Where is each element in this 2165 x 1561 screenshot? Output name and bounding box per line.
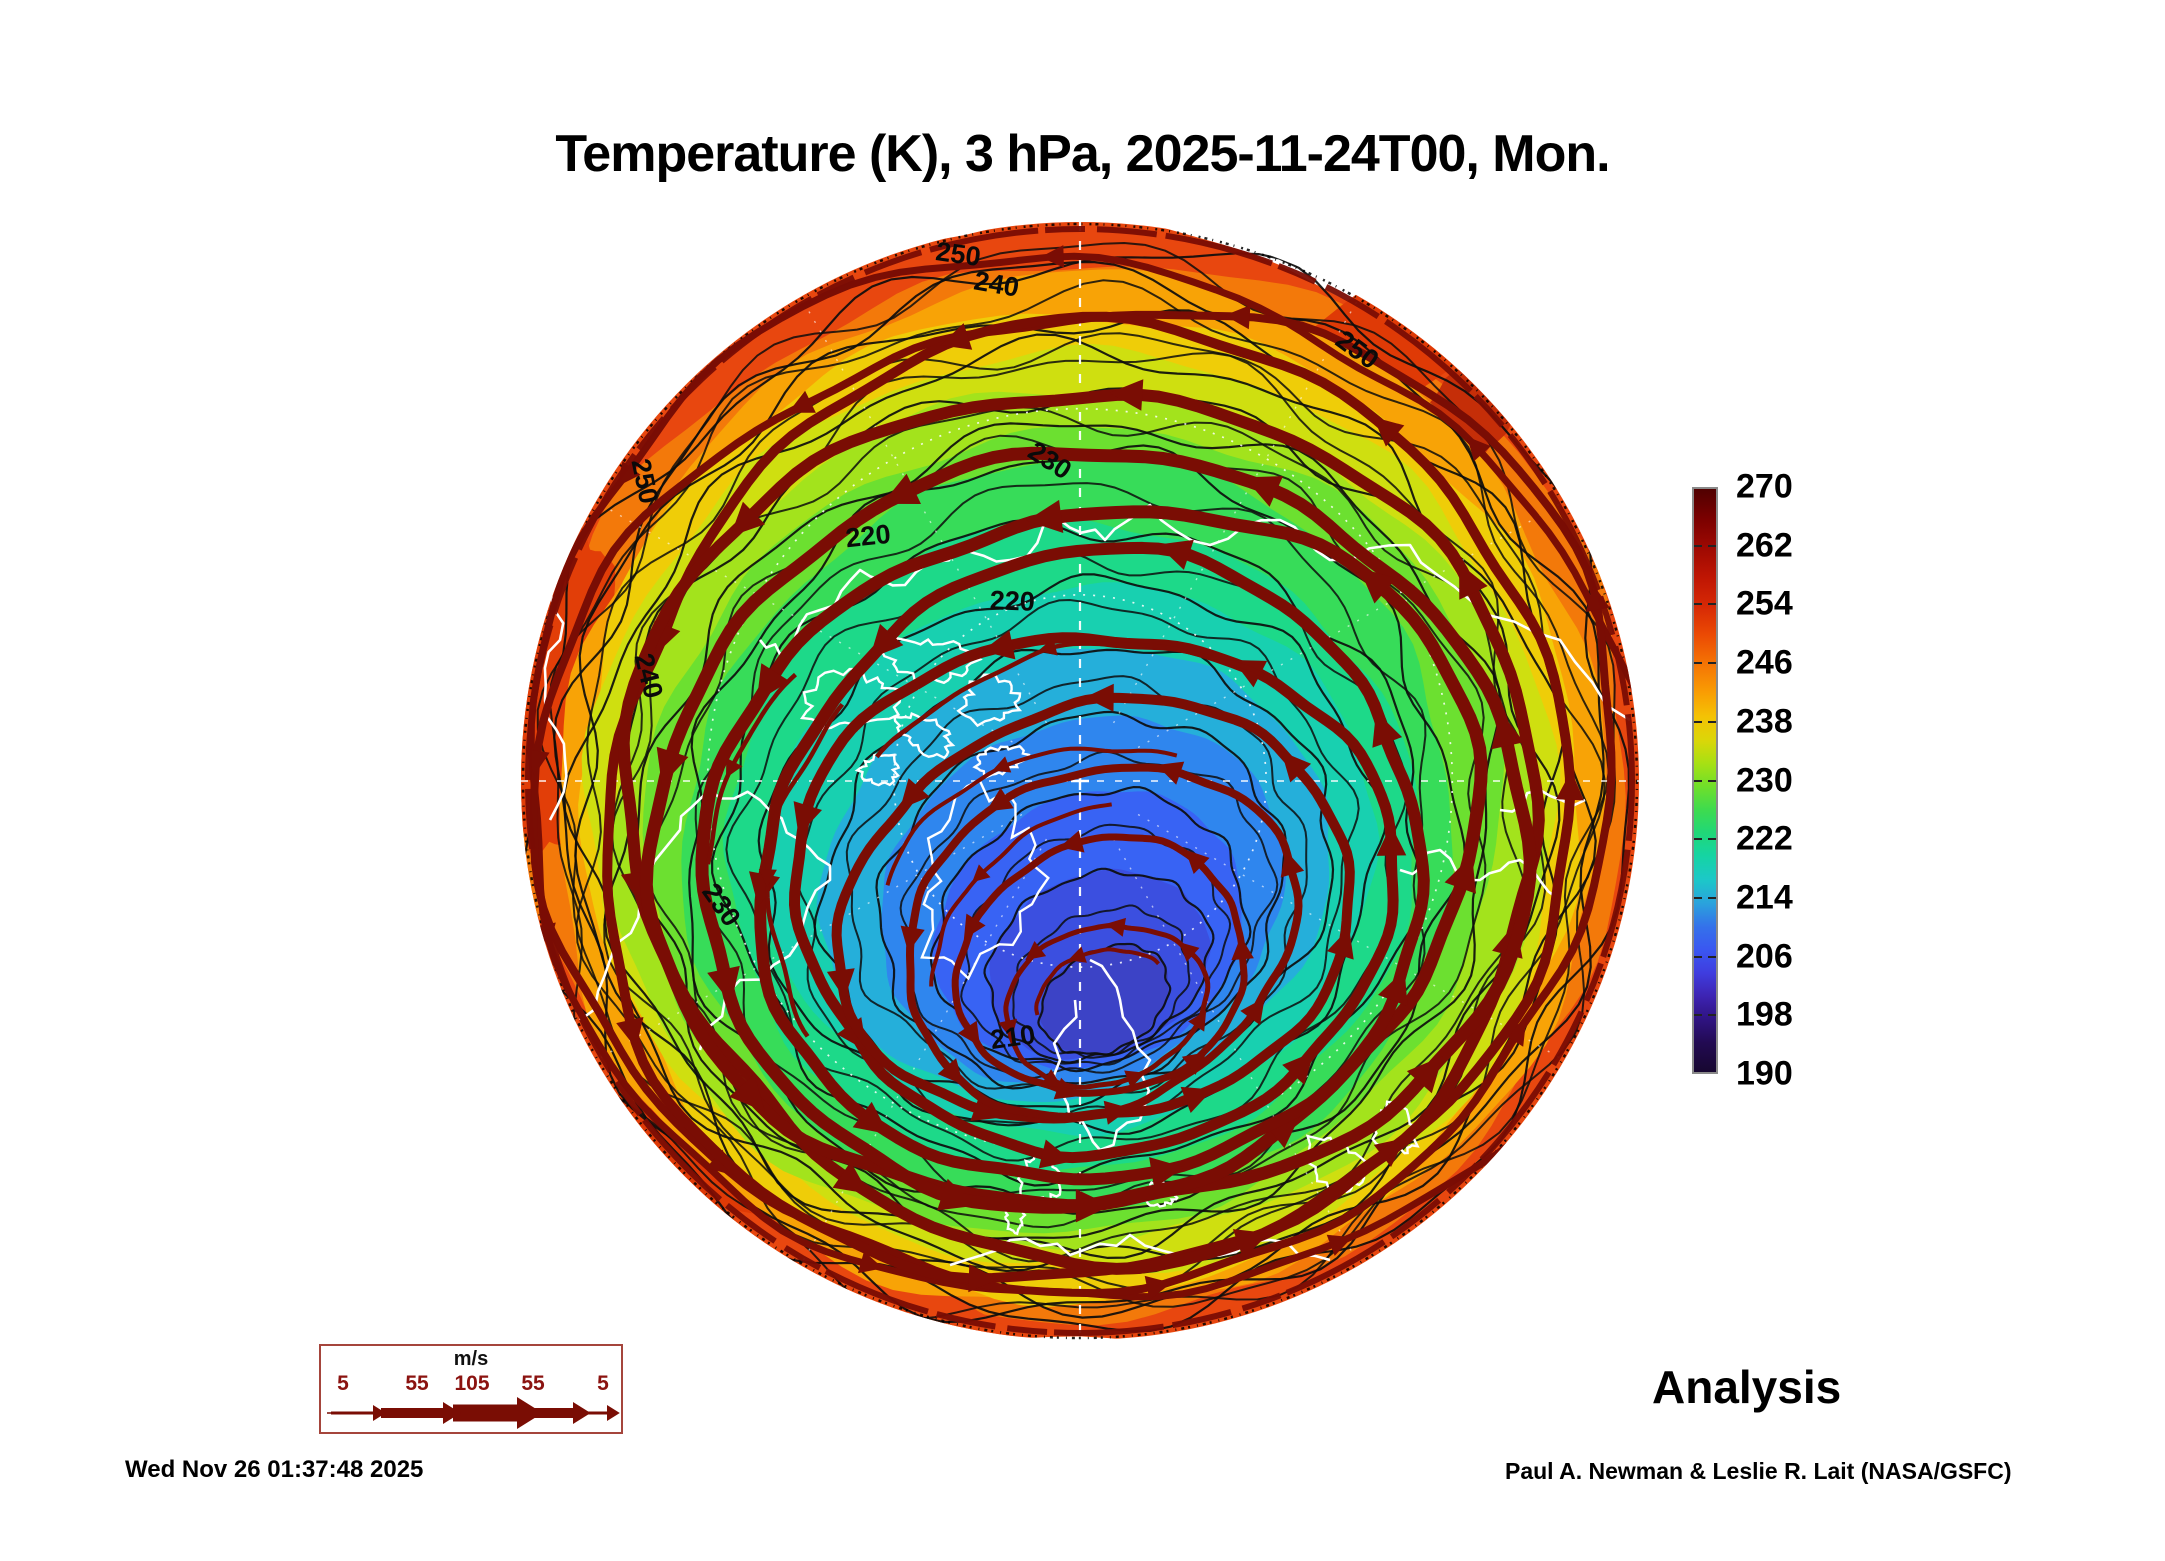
generation-timestamp: Wed Nov 26 01:37:48 2025 [125, 1456, 424, 1483]
coastline-island [854, 753, 901, 787]
contour-label: 250 [934, 236, 983, 272]
colorbar-tick-label: 238 [1736, 702, 1793, 741]
colorbar-tick-label: 222 [1736, 819, 1793, 858]
wind-streamlines [525, 226, 1639, 1336]
wind-legend-value: 5 [597, 1372, 609, 1395]
coastline [579, 788, 832, 1051]
page-title: Temperature (K), 3 hPa, 2025-11-24T00, M… [555, 125, 1610, 183]
wind-legend-value: 55 [521, 1372, 545, 1395]
colorbar-tick [1694, 955, 1702, 958]
colorbar: 270 262 254 246 238 230 222 214 206 198 190 [1692, 468, 1912, 1093]
colorbar-tick-label: 198 [1736, 995, 1793, 1034]
credits: Paul A. Newman & Leslie R. Lait (NASA/GS… [1505, 1458, 2012, 1484]
colorbar-tick [1708, 603, 1716, 606]
colorbar-tick-label: 206 [1736, 937, 1793, 976]
wind-legend-value: 105 [454, 1372, 490, 1395]
wind-legend-value: 5 [337, 1372, 349, 1395]
colorbar-tick [1708, 779, 1716, 782]
colorbar-tick [1694, 896, 1702, 899]
colorbar-tick [1694, 779, 1702, 782]
streamline-arc [929, 802, 1112, 987]
colorbar-tick-label: 262 [1736, 526, 1793, 565]
colorbar-tick [1694, 603, 1702, 606]
colorbar-tick [1708, 955, 1716, 958]
temp-band-below-200 [1039, 945, 1169, 1055]
coastline-island [956, 673, 1023, 728]
coastline-island [893, 711, 956, 760]
contour-label: 220 [989, 585, 1035, 617]
colorbar-tick [1708, 720, 1716, 723]
colorbar-tick [1708, 544, 1716, 547]
coastline-island [1371, 1100, 1420, 1158]
wind-arrow-scale-icon [327, 1397, 620, 1429]
streamline-loop [754, 541, 1430, 1186]
streamline-arc [1034, 947, 1160, 1016]
colorbar-tick-label: 246 [1736, 643, 1793, 682]
colorbar-tick [1694, 662, 1702, 665]
colorbar-tick-label: 254 [1736, 584, 1793, 623]
colorbar-tick [1708, 1014, 1716, 1017]
coastline [1052, 958, 1152, 1152]
colorbar-tick [1694, 838, 1702, 841]
contour-label: 220 [844, 519, 892, 554]
coastline [949, 1233, 1331, 1267]
colorbar-tick-label: 270 [1736, 467, 1793, 506]
coastline-island [972, 744, 1031, 779]
colorbar-tick [1708, 662, 1716, 665]
wind-speed-legend: m/s 5 55 105 55 5 [319, 1344, 623, 1434]
colorbar-tick [1708, 896, 1716, 899]
colorbar-tick [1708, 838, 1716, 841]
coastline [539, 579, 568, 821]
colorbar-tick [1694, 544, 1702, 547]
streamline-loop [905, 763, 1303, 1121]
colorbar-tick-label: 190 [1736, 1054, 1793, 1093]
wind-legend-unit: m/s [453, 1348, 489, 1370]
streamline-loop [639, 446, 1537, 1213]
colorbar-tick-label: 230 [1736, 761, 1793, 799]
colorbar-tick-label: 214 [1736, 878, 1793, 917]
streamline-loop [951, 833, 1248, 1097]
contour-label: 210 [988, 1019, 1037, 1055]
colorbar-tick [1694, 720, 1702, 723]
analysis-label: Analysis [1652, 1361, 1842, 1413]
wind-legend-value: 55 [405, 1372, 429, 1395]
colorbar-tick [1694, 1014, 1702, 1017]
streamline-arc [765, 703, 845, 1038]
streamline-arc [705, 672, 798, 865]
